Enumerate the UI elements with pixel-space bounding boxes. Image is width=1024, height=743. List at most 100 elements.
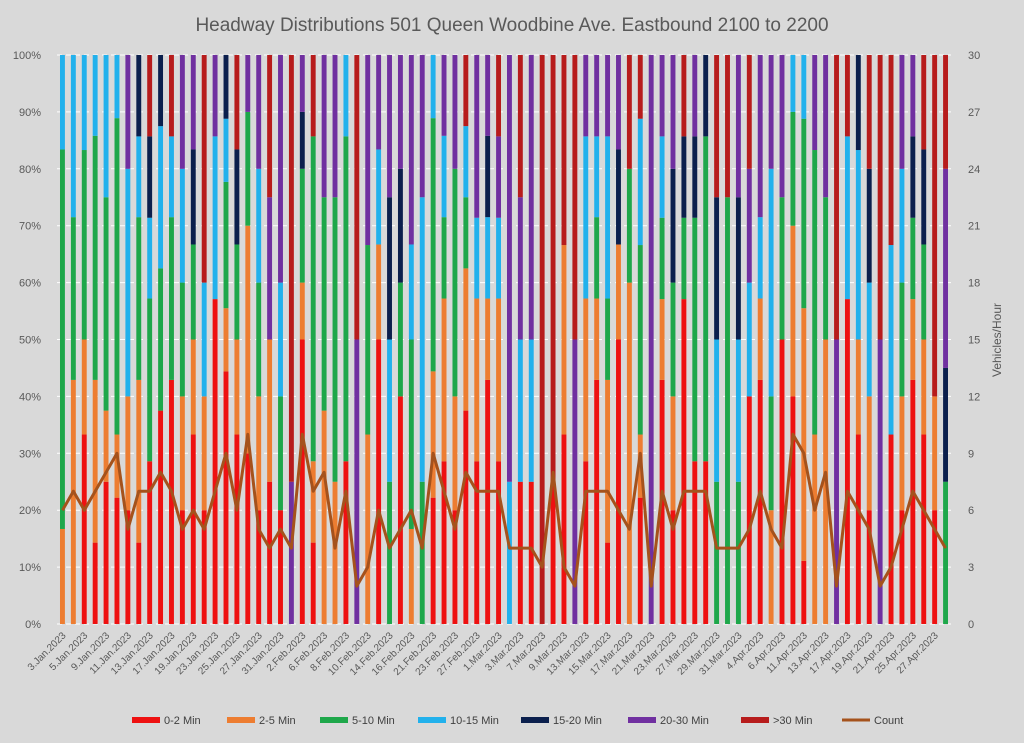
bar-segment (637, 55, 643, 119)
legend-swatch (418, 717, 446, 723)
bar-segment (169, 379, 174, 624)
bar-segment (299, 168, 305, 283)
legend-item: 0-2 Min (132, 715, 201, 727)
bar-segment (812, 55, 818, 151)
bar-segment (288, 55, 294, 482)
bar-segment (681, 299, 687, 624)
bar-segment (921, 149, 927, 245)
bar-segment (616, 149, 621, 245)
bar-segment (408, 244, 414, 340)
bar-segment (725, 55, 730, 198)
bar-segment (408, 339, 414, 529)
bar-segment (158, 410, 164, 624)
bar-segment (855, 55, 861, 151)
bar-segment (834, 55, 839, 340)
count-series-line (61, 432, 947, 588)
bar-segment (397, 55, 403, 169)
bar-segment (517, 339, 523, 482)
bar-stack (790, 55, 796, 624)
bar-segment (234, 149, 240, 245)
bar-segment (714, 55, 720, 198)
bar-segment (626, 282, 632, 624)
bar-segment (506, 481, 512, 624)
bar-segment (212, 299, 218, 624)
bar-stack (59, 55, 65, 624)
bar-segment (256, 168, 262, 283)
bar-segment (899, 168, 905, 283)
bar-stack (299, 55, 305, 624)
bar-segment (430, 371, 436, 498)
legend-item: 10-15 Min (418, 715, 499, 727)
bar-segment (714, 339, 720, 482)
bar-segment (190, 244, 196, 340)
legend-swatch (741, 717, 769, 723)
bar-segment (332, 481, 338, 624)
bar-segment (594, 55, 600, 137)
bar-segment (594, 136, 600, 218)
bar-segment (496, 217, 502, 299)
bar-stack (779, 55, 785, 624)
bar-segment (485, 55, 491, 136)
bar-segment (921, 339, 927, 435)
chart-title: Headway Distributions 501 Queen Woodbine… (195, 15, 828, 36)
bar-segment (408, 55, 414, 245)
bar-segment (496, 461, 502, 624)
bar-stack (234, 55, 240, 624)
bar-stack (190, 55, 196, 624)
bar-stack (430, 55, 436, 624)
bar-segment (757, 217, 763, 299)
bar-stack (212, 55, 218, 624)
bar-segment (877, 339, 883, 624)
bar-segment (517, 197, 523, 340)
bar-stack (70, 55, 76, 624)
bar-stack (681, 55, 687, 624)
bar-stack (844, 55, 850, 624)
y2-axis-label: Vehicles/Hour (990, 303, 1004, 377)
bar-stack (354, 55, 360, 624)
bar-stack (387, 55, 392, 624)
bar-segment (790, 111, 796, 226)
bar-stack (81, 55, 87, 624)
bar-segment (681, 55, 687, 137)
bar-segment (397, 396, 403, 624)
bar-segment (539, 55, 545, 624)
bar-segment (790, 55, 796, 112)
bar-segment (310, 55, 316, 137)
bar-segment (866, 510, 872, 624)
bar-segment (746, 168, 752, 283)
bar-segment (179, 396, 185, 511)
bar-segment (757, 379, 763, 624)
bar-stack (801, 55, 807, 624)
bar-segment (256, 282, 262, 397)
bar-segment (103, 410, 109, 482)
bar-segment (572, 339, 578, 624)
bar-segment (844, 136, 850, 300)
bar-segment (70, 217, 76, 380)
bar-segment (114, 497, 120, 624)
legend: 0-2 Min 2-5 Min 5-10 Min 10-15 Min 15-20 Min… (132, 715, 903, 727)
bar-segment (419, 55, 425, 198)
bar-segment (441, 217, 447, 299)
bar-stack (866, 55, 872, 624)
bar-segment (452, 396, 458, 511)
bar-segment (234, 244, 240, 340)
legend-item: >30 Min (741, 715, 812, 727)
bar-segment (844, 55, 850, 137)
legend-item: 20-30 Min (628, 715, 709, 727)
bar-segment (888, 245, 894, 435)
legend-item: 15-20 Min (521, 715, 602, 727)
bar-stack (616, 55, 621, 624)
bar-segment (550, 55, 556, 482)
bar-segment (910, 55, 916, 137)
bar-segment (310, 542, 316, 624)
bar-stack (485, 55, 491, 624)
bar-segment (496, 136, 502, 218)
bar-segment (779, 55, 785, 198)
y2-tick-label: 3 (968, 562, 974, 574)
bar-segment (474, 461, 480, 624)
bar-segment (605, 136, 611, 299)
bar-stack (692, 55, 698, 624)
legend-item: Count (842, 715, 903, 727)
bar-segment (746, 282, 752, 397)
bar-segment (92, 135, 98, 380)
